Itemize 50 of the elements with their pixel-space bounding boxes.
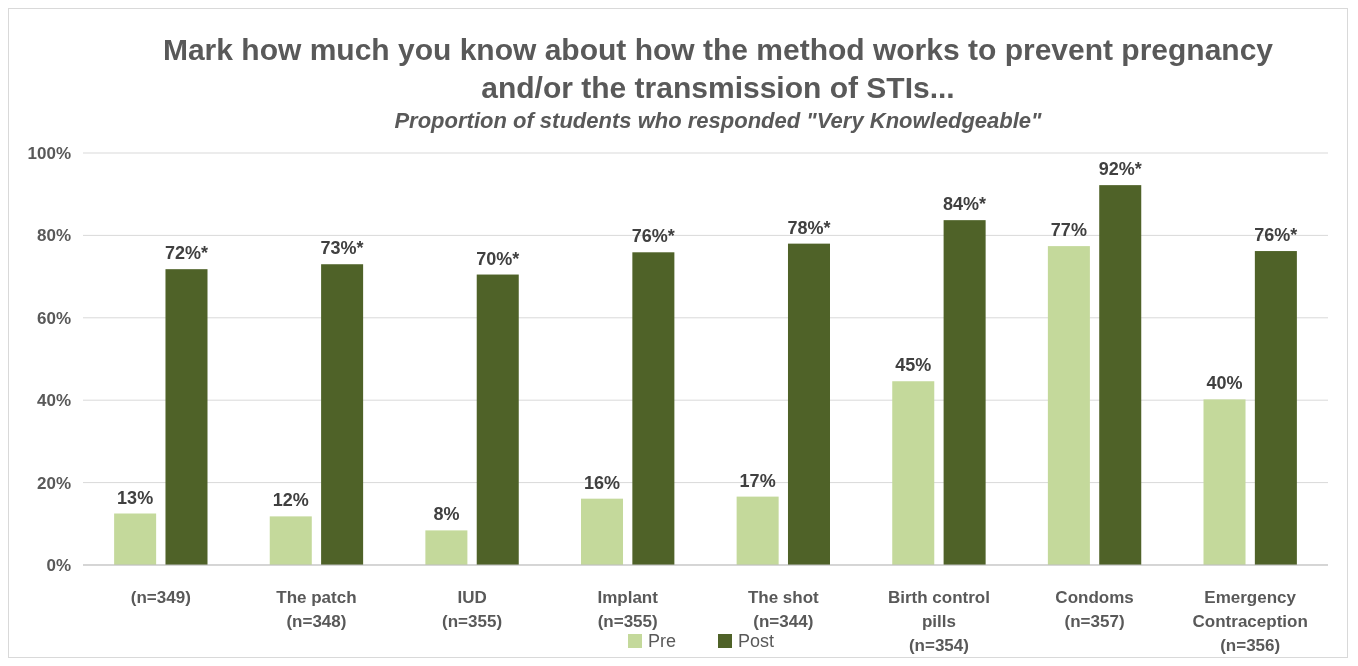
bar <box>892 381 935 565</box>
y-tick-label: 40% <box>36 391 71 411</box>
data-label: 72%* <box>164 243 209 264</box>
data-label: 76%* <box>1254 225 1298 246</box>
data-label: 84%* <box>943 194 987 215</box>
x-tick-label: Emergency Contraception (n=356) <box>1192 588 1308 655</box>
bar <box>1099 185 1142 565</box>
bar <box>581 498 624 565</box>
y-tick-label: 100% <box>27 144 71 163</box>
data-label: 77% <box>1050 220 1087 241</box>
y-tick-label: 60% <box>36 308 71 328</box>
legend-label: Pre <box>648 631 677 651</box>
x-tick-label: (n=349) <box>130 588 191 607</box>
legend-label: Post <box>738 631 775 651</box>
data-label: 16% <box>583 472 621 493</box>
data-label: 8% <box>433 504 460 525</box>
bar <box>787 243 830 565</box>
chart-subtitle: Proportion of students who responded "Very Knowledgeable" <box>394 108 1043 133</box>
x-tick-label: Implant (n=355) <box>597 588 659 631</box>
data-label: 70%* <box>476 248 520 269</box>
x-tick-label: IUD (n=355) <box>442 588 503 631</box>
bar <box>321 264 364 565</box>
bar <box>476 274 519 565</box>
data-label: 17% <box>739 470 776 491</box>
data-label: 76%* <box>631 226 675 247</box>
bar <box>1254 251 1297 565</box>
bar <box>1047 246 1090 565</box>
bar <box>736 496 779 565</box>
data-label: 45% <box>895 355 932 376</box>
x-tick-label: Birth control pills (n=354) <box>887 588 990 655</box>
y-tick-label: 20% <box>36 473 71 493</box>
bar <box>1203 399 1246 565</box>
x-tick-label: The patch (n=348) <box>276 588 357 631</box>
bar <box>165 269 208 565</box>
bar <box>269 516 312 565</box>
y-tick-label: 80% <box>36 226 71 246</box>
data-label: 73%* <box>320 238 364 259</box>
data-label: 13% <box>117 487 154 508</box>
data-label: 78%* <box>787 217 831 238</box>
data-label: 92%* <box>1098 159 1142 180</box>
y-tick-label: 0% <box>46 556 71 575</box>
x-tick-label: Condoms (n=357) <box>1055 588 1134 631</box>
bar <box>632 252 675 565</box>
chart-title: Mark how much you know about how the method works to prevent pregnancy and/or the transmission of STIs... <box>162 33 1274 104</box>
bar <box>943 220 986 565</box>
bar <box>114 513 157 565</box>
x-tick-label: The shot (n=344) <box>747 588 820 631</box>
data-label: 40% <box>1206 373 1243 394</box>
data-label: 12% <box>272 490 309 511</box>
bar <box>425 530 468 565</box>
